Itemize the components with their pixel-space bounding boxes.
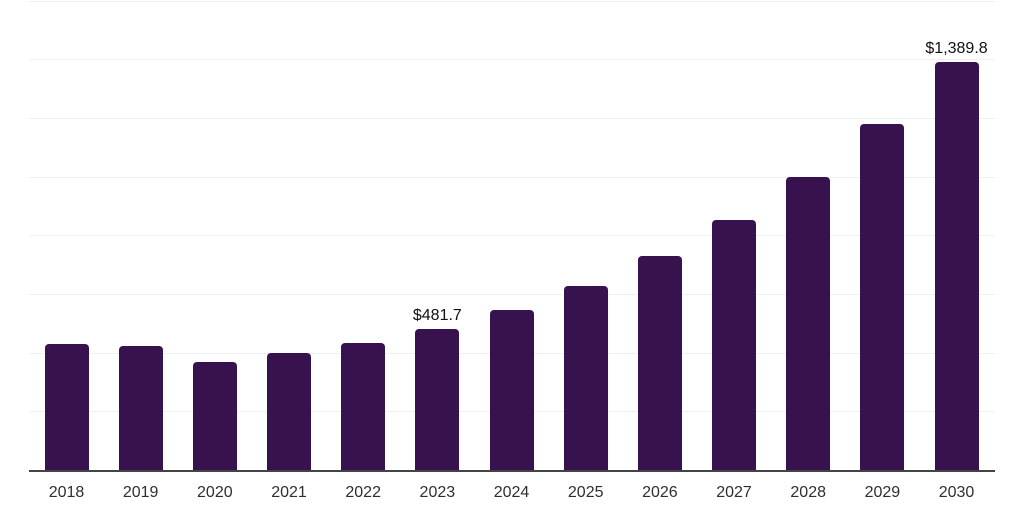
gridline-600 bbox=[29, 293, 995, 295]
bar-2022 bbox=[341, 343, 386, 470]
bar-value-label-2030: $1,389.8 bbox=[925, 40, 988, 58]
bar-2021 bbox=[267, 353, 311, 470]
x-tick-2022: 2022 bbox=[345, 484, 381, 501]
x-tick-2024: 2024 bbox=[493, 484, 530, 501]
x-tick-2019: 2019 bbox=[122, 484, 159, 501]
bar-value-label-2023: $481.7 bbox=[412, 306, 462, 324]
gridline-1400 bbox=[29, 59, 995, 61]
bar-2030 bbox=[934, 62, 979, 470]
bar-2020 bbox=[192, 362, 237, 470]
gridline-1000 bbox=[29, 176, 995, 178]
x-tick-2021: 2021 bbox=[271, 484, 307, 501]
x-tick-2030: 2030 bbox=[938, 484, 975, 501]
bar-2029 bbox=[860, 124, 905, 470]
x-axis-baseline bbox=[29, 470, 995, 472]
bar-2024 bbox=[489, 310, 534, 470]
x-tick-2020: 2020 bbox=[197, 484, 233, 501]
gridline-1200 bbox=[29, 117, 995, 119]
bar-2027 bbox=[712, 220, 757, 470]
gridline-1600 bbox=[29, 0, 995, 2]
bar-2019 bbox=[118, 345, 163, 470]
x-tick-2026: 2026 bbox=[642, 484, 678, 501]
x-tick-2029: 2029 bbox=[864, 484, 901, 501]
bar-2023 bbox=[415, 328, 460, 470]
bar-2018 bbox=[44, 344, 89, 470]
x-tick-2028: 2028 bbox=[790, 484, 826, 501]
x-tick-2018: 2018 bbox=[48, 484, 85, 501]
bar-2026 bbox=[637, 255, 682, 470]
x-tick-2027: 2027 bbox=[716, 484, 752, 501]
bar-2025 bbox=[563, 285, 608, 470]
x-tick-2023: 2023 bbox=[419, 484, 456, 501]
bar-2028 bbox=[786, 176, 831, 470]
gridline-800 bbox=[29, 235, 995, 237]
x-tick-2025: 2025 bbox=[567, 484, 604, 501]
